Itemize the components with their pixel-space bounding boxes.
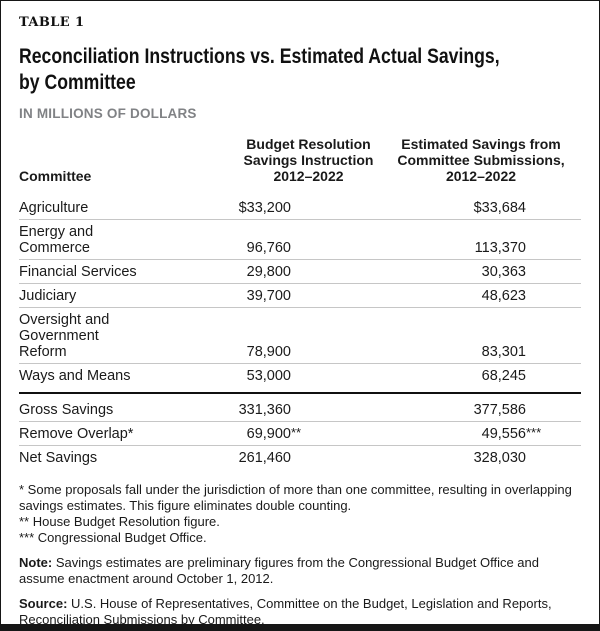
footnote-asterisk: * Some proposals fall under the jurisdic… xyxy=(19,482,572,513)
committee-name: Judiciary xyxy=(19,288,77,304)
summary-label: Remove Overlap* xyxy=(19,426,134,442)
table-row-judiciary: Judiciary 39,700 48,623 xyxy=(19,284,581,308)
footnote-double-asterisk: ** House Budget Resolution figure. xyxy=(19,514,220,529)
column-header-instruction: Budget Resolution Savings Instruction 20… xyxy=(243,136,374,184)
estimated-value: 113,370 xyxy=(474,240,526,256)
table-row-oversight: Oversight and Government Reform 78,900 8… xyxy=(19,308,581,364)
column-header-committee: Committee xyxy=(19,168,92,184)
table-header-row: Committee Budget Resolution Savings Inst… xyxy=(19,136,581,184)
estimated-value: 83,301 xyxy=(481,344,526,360)
committee-name: Agriculture xyxy=(19,200,89,216)
table-row-agriculture: Agriculture $33,200 $33,684 xyxy=(19,196,581,220)
estimated-value: 48,623 xyxy=(481,288,526,304)
estimated-value: 68,245 xyxy=(481,368,526,384)
footnote-marker: *** xyxy=(526,425,542,440)
estimated-value: $33,684 xyxy=(473,200,526,216)
column-header-estimated: Estimated Savings from Committee Submiss… xyxy=(397,136,565,184)
instruction-value: 331,360 xyxy=(238,402,291,418)
summary-label: Gross Savings xyxy=(19,402,114,418)
footnotes-block: * Some proposals fall under the jurisdic… xyxy=(19,482,581,546)
table-row-energy-commerce: Energy and Commerce 96,760 113,370 xyxy=(19,220,581,260)
estimated-value: 377,586 xyxy=(473,402,526,418)
bottom-bar xyxy=(1,624,599,630)
instruction-value: 78,900 xyxy=(246,344,291,360)
footnote-triple-asterisk: *** Congressional Budget Office. xyxy=(19,530,207,545)
table-row-financial-services: Financial Services 29,800 30,363 xyxy=(19,260,581,284)
table-title: Reconciliation Instructions vs. Estimate… xyxy=(19,44,581,96)
estimated-value: 328,030 xyxy=(473,450,526,466)
instruction-value: 69,900 ** xyxy=(246,425,302,442)
instruction-value: 261,460 xyxy=(238,450,291,466)
estimated-value: 30,363 xyxy=(481,264,526,280)
summary-divider-rule xyxy=(19,392,581,394)
title-line-1: Reconciliation Instructions vs. Estimate… xyxy=(19,45,500,68)
table-row-net-savings: Net Savings 261,460 328,030 xyxy=(19,446,581,469)
note-text: Savings estimates are preliminary figure… xyxy=(19,555,539,586)
table-number-label: TABLE 1 xyxy=(19,15,85,30)
committee-name: Financial Services xyxy=(19,264,137,280)
units-subtitle: IN MILLIONS OF DOLLARS xyxy=(19,106,197,121)
note-label: Note: xyxy=(19,555,53,570)
estimated-value: 49,556 *** xyxy=(481,425,542,442)
instruction-value: 96,760 xyxy=(246,240,291,256)
title-line-2: by Committee xyxy=(19,71,136,94)
table-row-ways-means: Ways and Means 53,000 68,245 xyxy=(19,364,581,387)
committee-name: Ways and Means xyxy=(19,368,131,384)
table-row-gross-savings: Gross Savings 331,360 377,586 xyxy=(19,398,581,422)
committee-name: Energy and Commerce xyxy=(19,224,94,256)
committee-name: Oversight and Government Reform xyxy=(19,312,110,360)
instruction-value: 39,700 xyxy=(246,288,291,304)
table-row-remove-overlap: Remove Overlap* 69,900 ** 49,556 *** xyxy=(19,422,581,446)
instruction-value: 53,000 xyxy=(246,368,291,384)
note-paragraph: Note: Savings estimates are preliminary … xyxy=(19,555,581,587)
summary-label: Net Savings xyxy=(19,450,98,466)
source-label: Source: xyxy=(19,596,68,611)
footnote-marker: ** xyxy=(291,425,302,440)
instruction-value: 29,800 xyxy=(246,264,291,280)
instruction-value: $33,200 xyxy=(238,200,291,216)
